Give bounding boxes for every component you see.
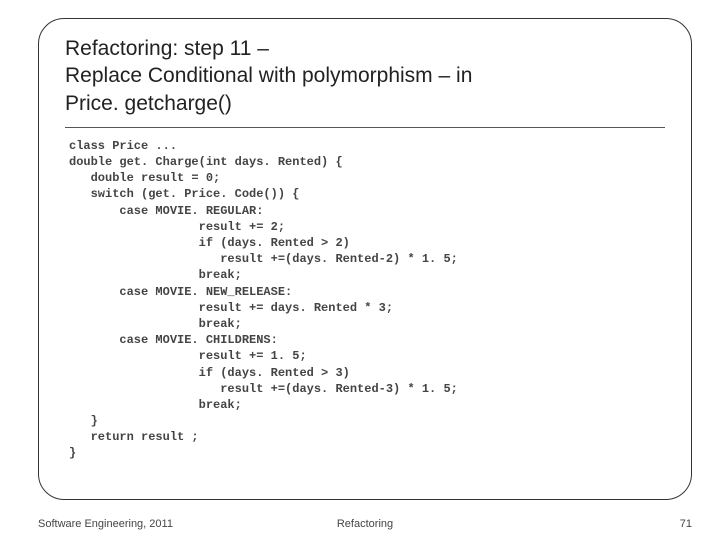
- code-block: class Price ... double get. Charge(int d…: [65, 138, 665, 462]
- slide-title: Refactoring: step 11 – Replace Condition…: [65, 35, 665, 117]
- title-line-2: Replace Conditional with polymorphism – …: [65, 64, 472, 87]
- slide-frame: Refactoring: step 11 – Replace Condition…: [38, 18, 692, 500]
- title-line-3: Price. getcharge(): [65, 92, 232, 115]
- title-line-1: Refactoring: step 11 –: [65, 37, 269, 60]
- page-number: 71: [680, 518, 692, 530]
- title-underline: [65, 127, 665, 128]
- footer-center: Refactoring: [337, 518, 393, 530]
- footer-left: Software Engineering, 2011: [38, 518, 173, 530]
- footer: Software Engineering, 2011 Refactoring 7…: [38, 518, 692, 530]
